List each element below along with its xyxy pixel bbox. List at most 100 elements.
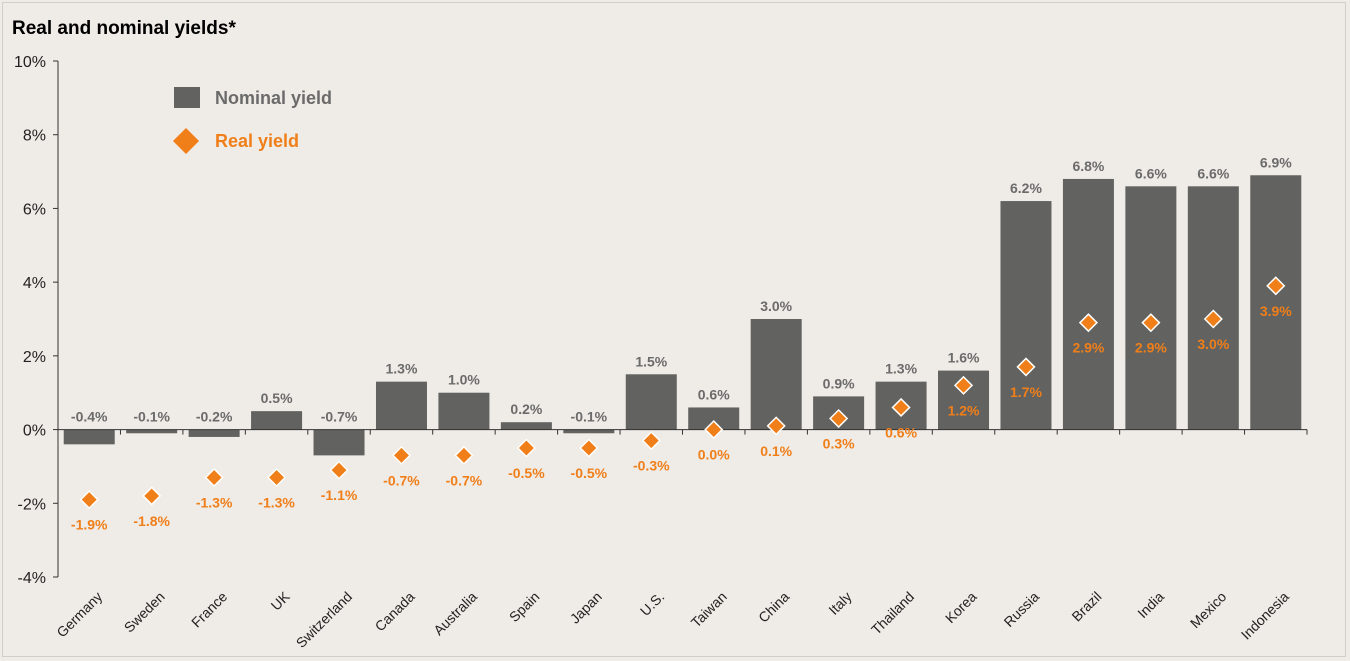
chart-title: Real and nominal yields* — [12, 18, 236, 39]
x-tick-label: Canada — [372, 588, 418, 634]
x-tick-label: Japan — [567, 588, 605, 626]
nominal-bar-switzerland — [313, 429, 365, 456]
real-yield-diamond — [391, 445, 412, 465]
x-tick-labels: Germany Sweden France UK Switzerland Canada Au… — [53, 588, 1292, 651]
x-tick-label: Korea — [942, 588, 980, 626]
nominal-value-label: 0.9% — [823, 375, 855, 391]
real-value-label: 3.0% — [1197, 336, 1229, 352]
nominal-value-label: -0.1% — [133, 409, 170, 425]
real-value-label: -1.1% — [321, 487, 358, 503]
x-tick-label: UK — [268, 588, 294, 614]
x-axis — [57, 429, 1308, 435]
nominal-value-label: 6.8% — [1072, 158, 1104, 174]
real-yield-diamond — [829, 408, 849, 429]
real-diamonds — [79, 276, 1286, 510]
x-tick-label: Thailand — [868, 588, 917, 637]
legend-swatch-nominal — [174, 87, 200, 108]
real-yield-diamond — [267, 467, 287, 488]
real-value-label: 3.9% — [1260, 303, 1292, 319]
nominal-value-label: 1.0% — [448, 372, 480, 388]
real-yield-diamond — [766, 416, 786, 436]
y-tick-label: 10% — [14, 54, 46, 71]
real-value-label: 0.6% — [885, 424, 917, 440]
nominal-bars — [63, 175, 1302, 456]
nominal-bar-germany — [63, 429, 115, 445]
nominal-labels: -0.4% -0.1% -0.2% 0.5% -0.7% 1.3% 1.0% 0.2% -0.1… — [71, 154, 1292, 424]
real-yield-diamond — [1078, 313, 1098, 333]
nominal-value-label: 0.6% — [698, 386, 730, 402]
nominal-value-label: -0.4% — [71, 409, 108, 425]
nominal-bar-canada — [375, 381, 427, 430]
x-tick-label: Australia — [430, 588, 480, 638]
x-tick-label: Sweden — [121, 588, 168, 635]
x-tick-label: Switzerland — [293, 588, 355, 650]
y-tick-label: 8% — [23, 128, 46, 145]
x-tick-label: Taiwan — [688, 588, 730, 630]
real-value-label: 1.2% — [948, 402, 980, 418]
real-value-label: 0.3% — [823, 436, 855, 452]
x-tick-label: India — [1134, 588, 1167, 621]
real-yield-diamond — [1203, 309, 1223, 329]
real-value-label: -0.3% — [633, 458, 670, 474]
real-yield-diamond — [1016, 357, 1036, 377]
nominal-bar-mexico — [1187, 186, 1239, 430]
real-yield-diamond — [704, 420, 724, 440]
nominal-value-label: 1.5% — [635, 353, 667, 369]
real-yield-diamond — [142, 486, 162, 506]
x-tick-label: Italy — [825, 588, 854, 617]
y-tick-label: 0% — [23, 423, 46, 440]
real-value-label: -0.5% — [571, 465, 608, 481]
real-value-label: 2.9% — [1072, 340, 1104, 356]
nominal-bar-sweden — [126, 429, 178, 434]
x-tick-label: China — [755, 588, 792, 625]
x-tick-label: Germany — [53, 588, 105, 640]
nominal-value-label: 1.3% — [386, 361, 418, 377]
nominal-bar-france — [188, 429, 240, 437]
real-value-label: -1.3% — [258, 494, 295, 510]
nominal-bar-brazil — [1062, 178, 1114, 430]
y-axis: 10% 8% 6% 4% 2% 0% -2% -4% — [14, 54, 59, 587]
y-tick-label: -2% — [18, 496, 46, 513]
x-tick-label: Brazil — [1068, 588, 1104, 624]
nominal-bar-china — [750, 319, 802, 430]
real-value-label: -1.3% — [196, 494, 233, 510]
legend-label-real: Real yield — [215, 131, 299, 151]
y-tick-label: 6% — [23, 201, 46, 218]
x-tick-label: Indonesia — [1238, 588, 1292, 642]
nominal-value-label: -0.7% — [321, 409, 358, 425]
nominal-value-label: 6.2% — [1010, 180, 1042, 196]
nominal-bar-russia — [1000, 201, 1052, 430]
nominal-value-label: 6.6% — [1197, 165, 1229, 181]
nominal-value-label: 3.0% — [760, 298, 792, 314]
x-tick-label: Russia — [1001, 588, 1043, 630]
legend: Nominal yield Real yield — [173, 87, 332, 154]
x-tick-label: U.S. — [637, 588, 668, 619]
real-value-label: -1.8% — [133, 513, 170, 529]
real-yield-diamond — [579, 438, 599, 458]
real-labels: -1.9% -1.8% -1.3% -1.3% -1.1% -0.7% -0.7% -0.5%… — [71, 303, 1292, 533]
nominal-bar-spain — [500, 422, 552, 430]
nominal-value-label: -0.1% — [571, 409, 608, 425]
legend-swatch-real — [173, 128, 199, 154]
real-yield-diamond — [891, 397, 911, 418]
real-yield-diamond — [79, 490, 99, 510]
legend-label-nominal: Nominal yield — [215, 88, 332, 108]
nominal-bar-uk — [251, 411, 303, 430]
real-value-label: 0.0% — [698, 447, 730, 463]
y-tick-label: 2% — [23, 349, 46, 366]
x-tick-label: France — [188, 588, 230, 630]
nominal-value-label: 1.6% — [948, 350, 980, 366]
nominal-value-label: 1.3% — [885, 361, 917, 377]
real-yield-diamond — [454, 445, 474, 465]
real-value-label: 0.1% — [760, 443, 792, 459]
y-tick-label: 4% — [23, 275, 46, 292]
nominal-value-label: 6.6% — [1135, 165, 1167, 181]
real-value-label: 1.7% — [1010, 384, 1042, 400]
nominal-bar-u-s — [625, 374, 677, 430]
real-yield-diamond — [516, 438, 536, 458]
real-yield-diamond — [329, 460, 349, 480]
real-yield-diamond — [641, 431, 661, 451]
real-value-label: -0.5% — [508, 465, 545, 481]
real-yield-diamond — [1141, 313, 1161, 333]
